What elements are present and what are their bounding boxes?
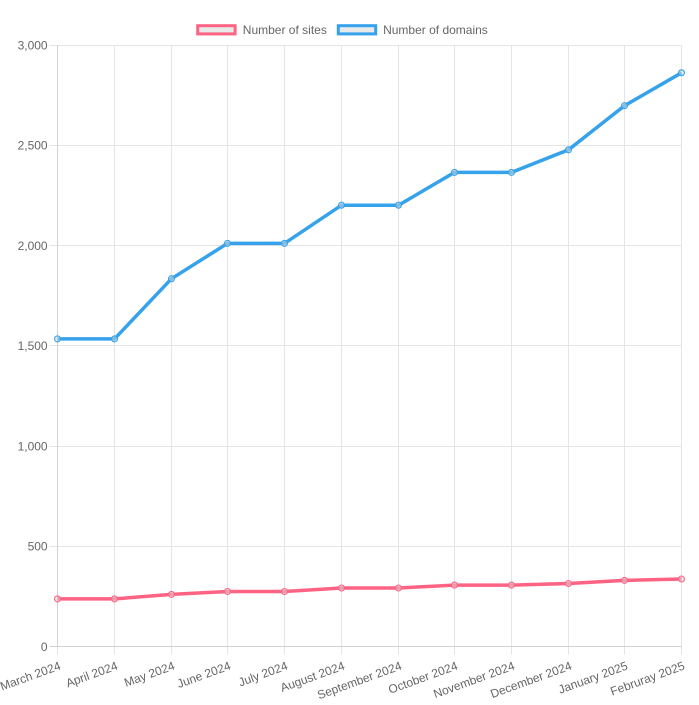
svg-text:2,000: 2,000 [18, 239, 48, 253]
svg-text:2,500: 2,500 [18, 139, 48, 153]
svg-text:1,000: 1,000 [18, 439, 48, 453]
svg-text:1,500: 1,500 [18, 339, 48, 353]
svg-text:Number of domains: Number of domains [383, 23, 488, 37]
svg-text:Number of sites: Number of sites [243, 23, 327, 37]
svg-text:500: 500 [28, 540, 48, 554]
svg-text:3,000: 3,000 [18, 38, 48, 52]
svg-text:0: 0 [41, 640, 48, 654]
